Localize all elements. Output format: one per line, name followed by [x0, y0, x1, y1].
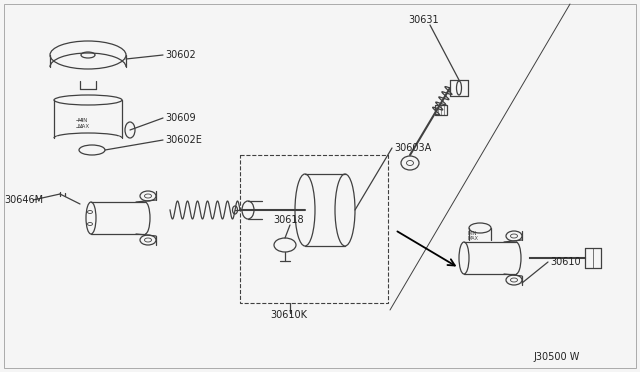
Text: 30609: 30609: [165, 113, 196, 123]
Text: 30603A: 30603A: [394, 143, 431, 153]
Text: J30500 W: J30500 W: [534, 352, 580, 362]
Text: 30646M: 30646M: [4, 195, 43, 205]
Bar: [435, 105, 447, 115]
Text: MIN: MIN: [78, 118, 88, 122]
Text: 30618: 30618: [273, 215, 303, 225]
Text: 30602: 30602: [165, 50, 196, 60]
Text: 30602E: 30602E: [165, 135, 202, 145]
Text: 30610: 30610: [550, 257, 580, 267]
Text: 30631: 30631: [408, 15, 438, 25]
Text: MAX: MAX: [78, 125, 90, 129]
Bar: [240, 155, 388, 303]
Text: MIN
MAX: MIN MAX: [468, 231, 479, 241]
Text: 30610K: 30610K: [270, 310, 307, 320]
